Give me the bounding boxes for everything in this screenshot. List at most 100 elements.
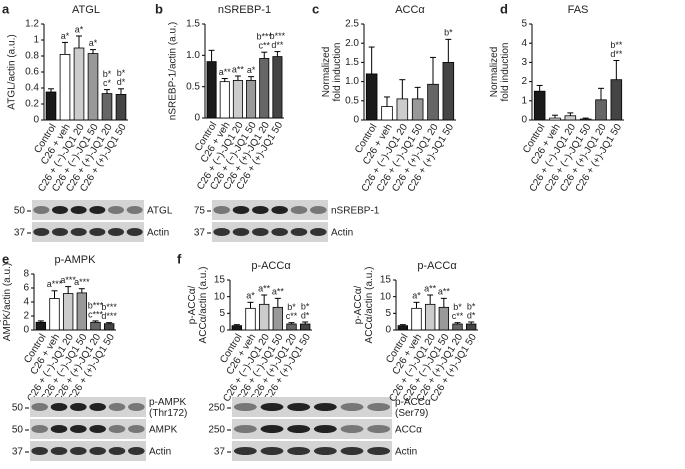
- significance-label: a**: [258, 283, 271, 293]
- blot-band: [287, 447, 311, 455]
- blot-band: [310, 206, 327, 214]
- y-tick-label: 0.8: [25, 51, 39, 62]
- blot-band: [128, 403, 145, 411]
- bar: [258, 303, 270, 331]
- bar: [232, 80, 243, 119]
- bar: [272, 56, 283, 119]
- significance-label: a**: [424, 283, 437, 293]
- bar: [272, 306, 284, 331]
- bar: [396, 98, 409, 121]
- blot-band: [52, 228, 68, 236]
- significance-label: c**: [286, 311, 298, 321]
- blot-band: [367, 425, 391, 433]
- chart-title: p-ACCα: [417, 260, 457, 272]
- bar: [564, 115, 577, 121]
- blot-strip: [232, 397, 392, 417]
- bar: [73, 47, 85, 121]
- y-axis-label: Normalized: [489, 47, 500, 98]
- panel-letter: f: [177, 251, 182, 266]
- bar: [245, 307, 256, 331]
- bar: [62, 293, 74, 331]
- error-bar: [613, 59, 620, 80]
- error-bar: [399, 324, 406, 326]
- blot-band: [213, 228, 230, 236]
- marker-label: 250: [208, 425, 225, 436]
- y-tick-label: 0: [385, 325, 391, 336]
- y-axis-label: fold induction: [500, 43, 511, 102]
- y-tick-label: 0.2: [25, 99, 39, 110]
- blot-label: (Ser79): [395, 408, 428, 419]
- significance-label: c***: [88, 309, 104, 319]
- marker-label: 250: [208, 403, 225, 414]
- blot-band: [33, 228, 50, 236]
- blot-strip: [232, 419, 392, 439]
- blot-band: [340, 403, 364, 411]
- significance-label: b*: [287, 302, 296, 312]
- error-bar: [106, 322, 113, 324]
- blot-band: [50, 447, 68, 455]
- marker-label: 37: [194, 228, 206, 239]
- blot-band: [287, 403, 311, 411]
- blot-strip: [212, 222, 328, 242]
- panel-letter: e: [2, 251, 9, 266]
- error-bar: [248, 76, 255, 81]
- blot-band: [233, 403, 257, 411]
- significance-label: b*: [103, 69, 112, 79]
- error-bar: [414, 86, 421, 99]
- blot-label: (Thr172): [149, 408, 187, 419]
- panel-letter: c: [312, 1, 319, 16]
- error-bar: [221, 78, 228, 82]
- blot-band: [70, 228, 87, 236]
- bar: [595, 99, 607, 121]
- significance-label: b***: [270, 31, 286, 41]
- significance-label: b*: [301, 301, 310, 311]
- blot-label: nSREBP-1: [331, 206, 380, 217]
- blot-band: [313, 447, 337, 455]
- blot-band: [290, 228, 308, 236]
- blot-band: [233, 447, 257, 455]
- chart-title: ACCα: [395, 4, 425, 16]
- chart-title: ATGL: [72, 4, 100, 16]
- y-axis-label: ATGL/actin (a.u.): [7, 34, 18, 109]
- y-tick-label: 0.6: [25, 67, 39, 78]
- blot-band: [108, 206, 124, 214]
- blot-band: [70, 403, 87, 411]
- error-bar: [233, 324, 240, 326]
- y-axis-label: AMPK/actin (a.u.): [2, 263, 13, 341]
- y-tick-label: 3: [521, 57, 527, 68]
- blot-band: [108, 403, 126, 411]
- significance-label: a***: [60, 275, 76, 285]
- error-bar: [274, 297, 281, 308]
- y-tick-label: 4: [23, 297, 29, 308]
- y-axis-label: nSREBP-1/actin (a.u.): [168, 22, 179, 120]
- marker-label: 50: [14, 206, 26, 217]
- blot-band: [313, 425, 337, 433]
- error-bar: [78, 288, 85, 293]
- error-bar: [274, 51, 281, 57]
- bar: [35, 321, 47, 331]
- error-bar: [582, 117, 589, 120]
- significance-label: d*: [467, 310, 476, 320]
- y-axis-label: p-AMPK/: [0, 282, 2, 322]
- blot-band: [126, 228, 143, 236]
- error-bar: [454, 322, 461, 324]
- blot-band: [126, 206, 143, 214]
- y-tick-label: 0: [33, 115, 39, 126]
- error-bar: [118, 88, 124, 95]
- y-axis-label: p-ACCα/: [353, 286, 364, 325]
- blot-band: [89, 206, 106, 214]
- bar: [579, 118, 592, 121]
- y-tick-label: 2: [521, 76, 527, 87]
- blot-band: [128, 425, 145, 433]
- panel-letter: a: [2, 1, 10, 16]
- error-bar: [445, 38, 452, 63]
- bar: [246, 80, 257, 119]
- y-tick-label: 1.5: [186, 19, 200, 30]
- y-tick-label: 1.0: [186, 50, 200, 61]
- error-bar: [51, 290, 58, 299]
- y-axis-label: ACCα/actin (a.u.): [198, 267, 209, 344]
- y-tick-label: 1: [521, 95, 527, 106]
- error-bar: [368, 46, 375, 74]
- error-bar: [247, 301, 254, 309]
